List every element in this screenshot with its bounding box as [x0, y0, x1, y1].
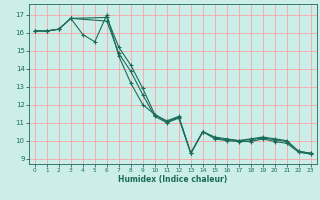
X-axis label: Humidex (Indice chaleur): Humidex (Indice chaleur): [118, 175, 228, 184]
